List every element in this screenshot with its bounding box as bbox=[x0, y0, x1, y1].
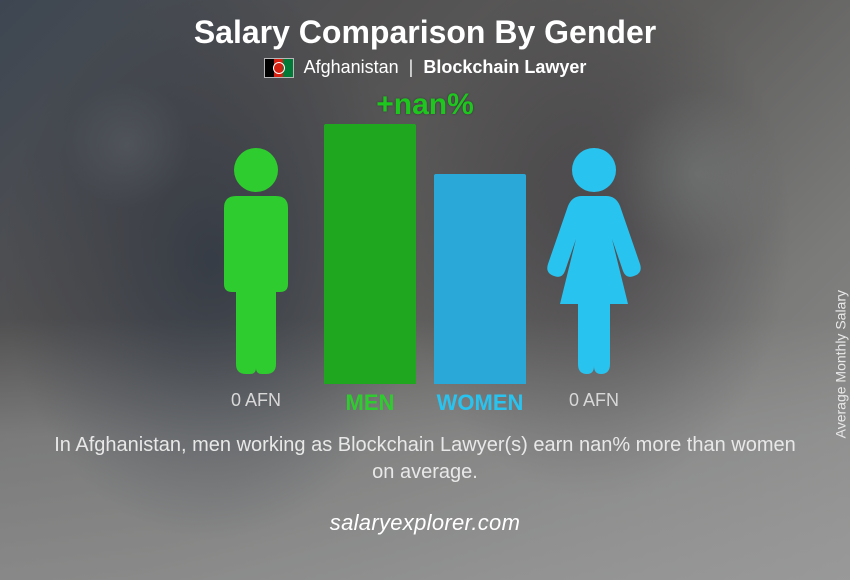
chart-row bbox=[125, 124, 725, 384]
country-label: Afghanistan bbox=[304, 57, 399, 78]
female-icon bbox=[544, 144, 644, 384]
job-label: Blockchain Lawyer bbox=[423, 57, 586, 78]
flag-stripe-3 bbox=[283, 59, 292, 77]
male-icon bbox=[206, 144, 306, 384]
chart: +nan% 0 AFN MEN WOMEN 0 AFN bbox=[125, 88, 725, 418]
caption-text: In Afghanistan, men working as Blockchai… bbox=[45, 432, 805, 486]
y-axis-label: Average Monthly Salary bbox=[832, 290, 848, 438]
bar-men bbox=[324, 124, 416, 384]
difference-label: +nan% bbox=[376, 88, 474, 122]
men-label: MEN bbox=[324, 390, 416, 416]
subtitle: Afghanistan | Blockchain Lawyer bbox=[264, 57, 587, 78]
women-label: WOMEN bbox=[434, 390, 526, 416]
footer-source: salaryexplorer.com bbox=[330, 510, 520, 536]
bar-women bbox=[434, 174, 526, 384]
flag-stripe-2 bbox=[274, 59, 283, 77]
content-container: Salary Comparison By Gender Afghanistan … bbox=[0, 0, 850, 580]
flag-icon bbox=[264, 58, 294, 78]
women-value-label: 0 AFN bbox=[544, 390, 644, 416]
chart-labels: 0 AFN MEN WOMEN 0 AFN bbox=[125, 390, 725, 416]
separator: | bbox=[409, 57, 414, 78]
men-value-label: 0 AFN bbox=[206, 390, 306, 416]
page-title: Salary Comparison By Gender bbox=[194, 14, 656, 51]
